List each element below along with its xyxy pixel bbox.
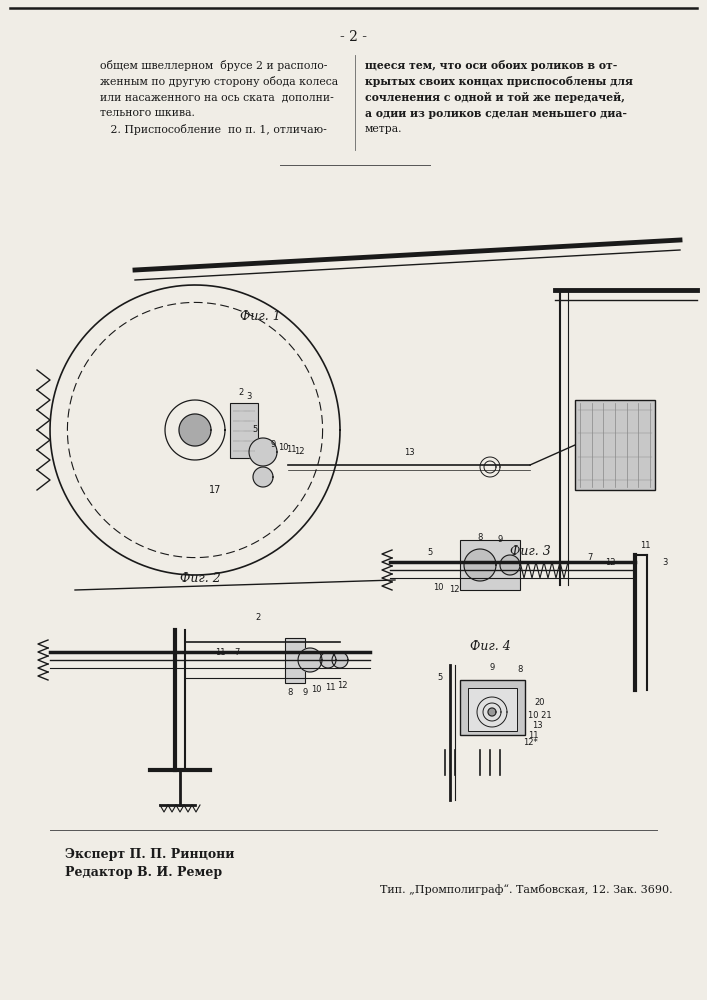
Text: 2. Приспособление  по п. 1, отличаю-: 2. Приспособление по п. 1, отличаю-: [100, 124, 327, 135]
Text: 12*: 12*: [522, 738, 537, 747]
Text: 8: 8: [477, 533, 483, 542]
Text: 11: 11: [527, 731, 538, 740]
Text: крытых своих концах приспособлены для: крытых своих концах приспособлены для: [365, 76, 633, 87]
Text: 8: 8: [287, 688, 293, 697]
Text: 20: 20: [534, 698, 545, 707]
Text: 17: 17: [209, 485, 221, 495]
Polygon shape: [320, 652, 336, 668]
Text: 13: 13: [532, 721, 542, 730]
Text: тельного шкива.: тельного шкива.: [100, 108, 195, 118]
Text: 2: 2: [238, 388, 244, 397]
Text: 3: 3: [662, 558, 667, 567]
Text: 12: 12: [449, 585, 460, 594]
Text: 5: 5: [438, 673, 443, 682]
Bar: [468, 688, 517, 731]
Text: Фиг. 3: Фиг. 3: [510, 545, 550, 558]
Text: 9: 9: [498, 535, 503, 544]
Text: 11: 11: [325, 683, 335, 692]
Text: 2: 2: [255, 613, 261, 622]
Text: 9: 9: [303, 688, 308, 697]
Text: 10: 10: [311, 685, 321, 694]
Polygon shape: [179, 414, 211, 446]
Bar: [230, 403, 258, 458]
Text: Фиг. 4: Фиг. 4: [469, 640, 510, 653]
Polygon shape: [488, 708, 496, 716]
Text: 10: 10: [433, 583, 443, 592]
Polygon shape: [332, 652, 348, 668]
Text: 11: 11: [286, 445, 296, 454]
Text: общем швеллерном  брусе 2 и располо-: общем швеллерном брусе 2 и располо-: [100, 60, 327, 71]
Text: Фиг. 2: Фиг. 2: [180, 572, 221, 585]
Text: 9: 9: [489, 663, 495, 672]
Text: 7: 7: [234, 648, 240, 657]
Text: 11: 11: [215, 648, 226, 657]
Text: щееся тем, что оси обоих роликов в от-: щееся тем, что оси обоих роликов в от-: [365, 60, 617, 71]
Text: Тип. „Промполиграф“. Тамбовская, 12. Зак. 3690.: Тип. „Промполиграф“. Тамбовская, 12. Зак…: [380, 884, 672, 895]
Text: 5: 5: [252, 425, 257, 434]
Text: - 2 -: - 2 -: [339, 30, 366, 44]
Text: 3: 3: [246, 392, 252, 401]
Text: а одии из роликов сделан меньшего диа-: а одии из роликов сделан меньшего диа-: [365, 108, 627, 119]
Text: 5: 5: [427, 548, 433, 557]
Text: 7: 7: [588, 553, 592, 562]
Polygon shape: [464, 549, 496, 581]
Bar: [460, 540, 520, 590]
Text: 8: 8: [518, 665, 522, 674]
Polygon shape: [249, 438, 277, 466]
Polygon shape: [500, 555, 520, 575]
Text: метра.: метра.: [365, 124, 402, 134]
Text: женным по другую сторону обода колеса: женным по другую сторону обода колеса: [100, 76, 338, 87]
Text: 9: 9: [270, 440, 276, 449]
Text: сочленения с одной и той же передачей,: сочленения с одной и той же передачей,: [365, 92, 625, 103]
Text: 13: 13: [404, 448, 414, 457]
Polygon shape: [298, 648, 322, 672]
Text: 10 21: 10 21: [528, 711, 551, 720]
Polygon shape: [253, 467, 273, 487]
Text: Фиг. 1: Фиг. 1: [240, 310, 281, 323]
Text: или насаженного на ось ската  дополни-: или насаженного на ось ската дополни-: [100, 92, 334, 102]
Bar: [460, 680, 525, 735]
Text: 11: 11: [640, 541, 650, 550]
Text: Эксперт П. П. Ринцони: Эксперт П. П. Ринцони: [65, 848, 235, 861]
Text: 12: 12: [604, 558, 615, 567]
Text: 10: 10: [278, 443, 288, 452]
Text: Редактор В. И. Ремер: Редактор В. И. Ремер: [65, 866, 222, 879]
Bar: [285, 638, 305, 683]
Text: 12: 12: [293, 447, 304, 456]
Text: 12: 12: [337, 681, 347, 690]
Bar: [575, 400, 655, 490]
